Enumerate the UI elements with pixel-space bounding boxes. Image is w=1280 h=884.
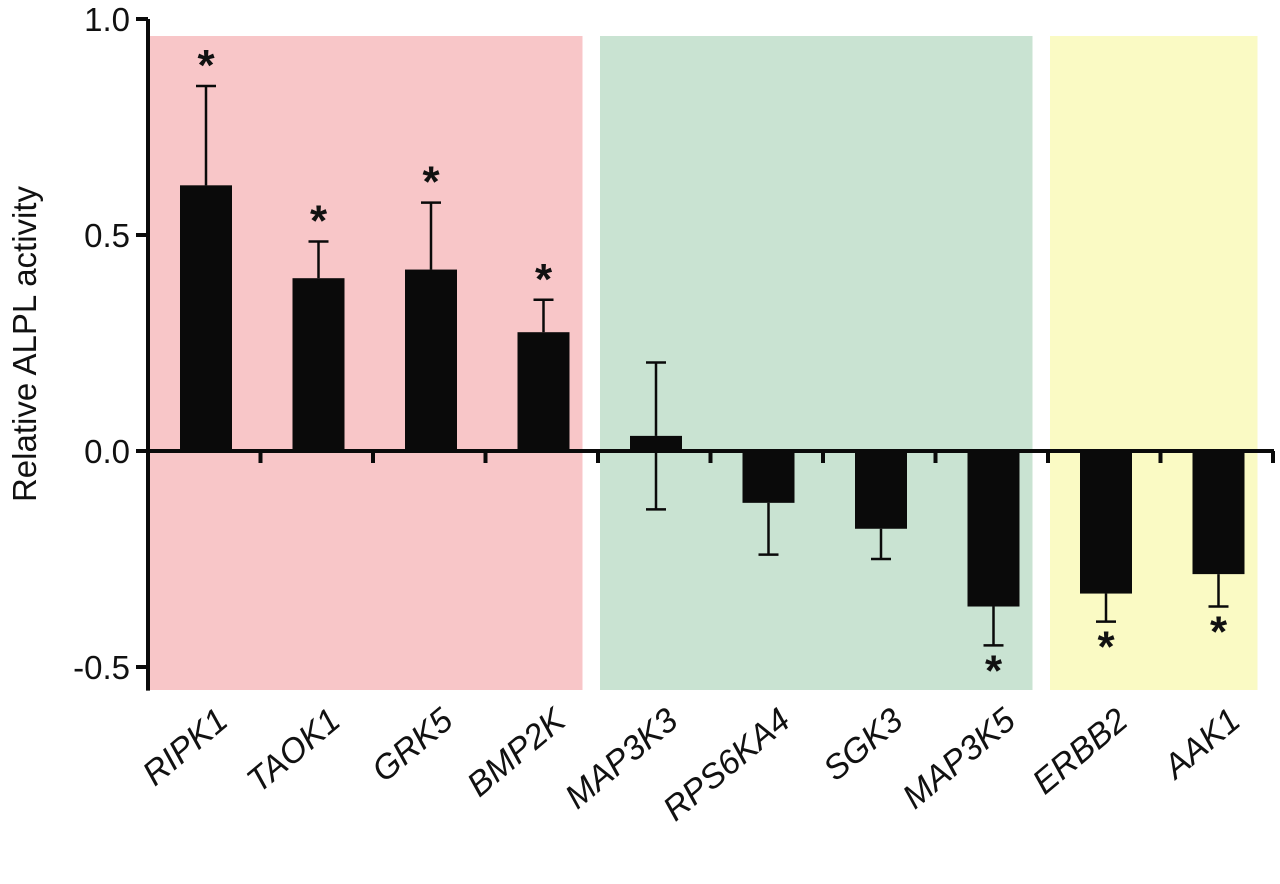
bar-aak1: [1192, 451, 1245, 575]
significance-marker-aak1: *: [1210, 608, 1228, 657]
bar-taok1: [292, 278, 345, 451]
category-label-map3k5: MAP3K5: [895, 701, 1022, 816]
category-label-ripk1: RIPK1: [135, 701, 235, 793]
significance-marker-grk5: *: [422, 158, 440, 207]
bar-map3k5: [967, 451, 1020, 607]
bar-erbb2: [1080, 451, 1132, 594]
category-label-taok1: TAOK1: [240, 701, 348, 800]
significance-marker-ripk1: *: [197, 41, 215, 90]
y-tick-label: 0.0: [84, 433, 130, 470]
significance-marker-map3k5: *: [985, 646, 1003, 695]
group-backgrounds: [150, 36, 1258, 690]
group-background-2: [600, 36, 1033, 690]
significance-marker-bmp2k: *: [535, 255, 553, 304]
category-label-aak1: AAK1: [1155, 701, 1248, 787]
bars: [180, 84, 1245, 647]
axes: [136, 17, 1275, 691]
bar-grk5: [405, 269, 457, 451]
y-tick-label: 1.0: [84, 1, 130, 38]
category-label-erbb2: ERBB2: [1025, 701, 1135, 802]
bar-rps6ka4: [742, 451, 795, 503]
bar-ripk1: [180, 185, 232, 451]
y-tick-label: -0.5: [73, 649, 130, 686]
category-label-bmp2k: BMP2K: [460, 700, 574, 804]
significance-marker-taok1: *: [310, 196, 328, 245]
bar-bmp2k: [517, 332, 570, 451]
category-label-grk5: GRK5: [365, 701, 460, 790]
category-label-rps6ka4: RPS6KA4: [656, 701, 798, 829]
significance-marker-erbb2: *: [1097, 623, 1115, 672]
category-label-sgk3: SGK3: [816, 701, 910, 788]
y-tick-label: 0.5: [84, 217, 130, 254]
y-axis-title: Relative ALPL activity: [6, 185, 43, 502]
bar-sgk3: [855, 451, 907, 529]
